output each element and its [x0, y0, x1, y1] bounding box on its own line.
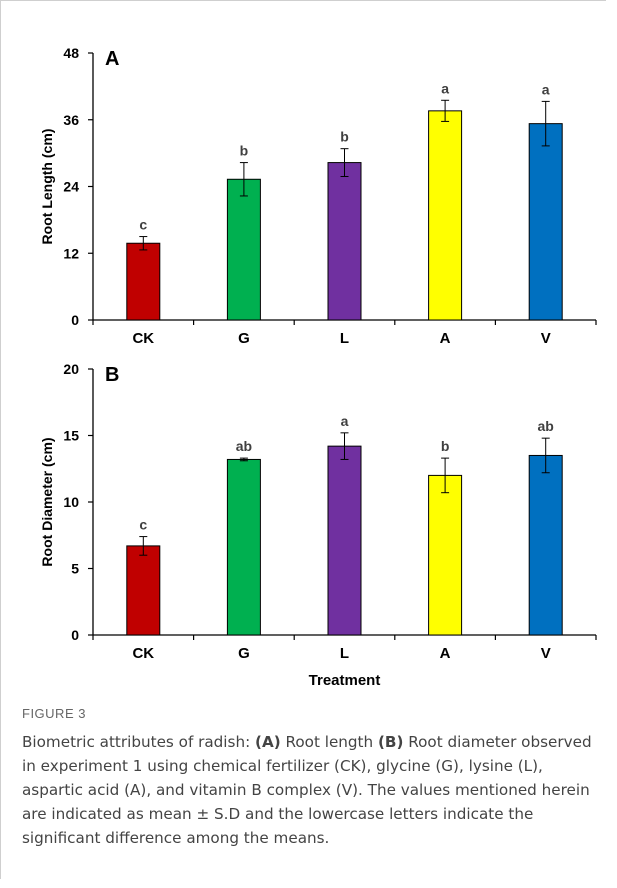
significance-letter: a: [441, 80, 449, 96]
figure-charts: 0 12 24 36 48 c CK b Gb La Aa V Root Length (cm) A 0 5…: [39, 45, 597, 689]
caption-rest: Root diameter observed in experiment 1 u…: [22, 733, 592, 847]
significance-letter: a: [341, 413, 349, 429]
significance-letter: ab: [236, 438, 252, 454]
y-tick-label: 0: [71, 627, 79, 643]
bar: [528, 454, 563, 636]
caption-text: Biometric attributes of radish: (A) Root…: [22, 730, 594, 850]
y-tick-label: 20: [63, 361, 79, 377]
y-tick-label: 48: [63, 45, 79, 61]
y-axis-label: Root Length (cm): [39, 129, 55, 245]
x-tick-label: L: [340, 330, 349, 347]
significance-letter: ab: [538, 418, 554, 434]
bar: [327, 162, 362, 321]
y-tick-label: 12: [63, 245, 79, 261]
caption-lead: Biometric attributes of radish:: [22, 733, 256, 751]
panel-label: A: [105, 48, 119, 70]
panel-label: B: [105, 364, 119, 386]
bar: [126, 242, 161, 321]
figure-caption: FIGURE 3 Biometric attributes of radish:…: [22, 706, 594, 850]
x-tick-label: CK: [132, 330, 154, 347]
figure-frame: [0, 0, 606, 879]
bar: [327, 445, 362, 636]
y-tick-label: 24: [63, 179, 79, 195]
bar: [226, 178, 261, 321]
caption-tag-a: (A): [255, 733, 281, 751]
x-axis-label: Treatment: [309, 672, 381, 689]
y-tick-label: 15: [63, 428, 79, 444]
x-tick-label: V: [541, 330, 551, 347]
significance-letter: a: [542, 81, 550, 97]
x-tick-label: L: [340, 645, 349, 662]
x-tick-label: G: [238, 645, 250, 662]
bar: [428, 474, 463, 636]
bar: [528, 123, 563, 321]
caption-tag-b: (B): [377, 733, 404, 751]
significance-letter: b: [441, 438, 450, 454]
x-tick-label: CK: [132, 645, 154, 662]
x-tick-label: A: [440, 330, 451, 347]
significance-letter: c: [139, 217, 147, 233]
significance-letter: c: [139, 517, 147, 533]
significance-letter: b: [340, 129, 349, 145]
y-tick-label: 0: [71, 312, 79, 328]
bar: [226, 458, 261, 636]
caption-label: FIGURE 3: [22, 706, 86, 721]
caption-a-text: Root length: [280, 733, 378, 751]
x-tick-label: G: [238, 330, 250, 347]
x-tick-label: V: [541, 645, 551, 662]
y-axis-label: Root Diameter (cm): [39, 437, 55, 566]
y-tick-label: 36: [63, 112, 79, 128]
y-tick-label: 5: [71, 561, 79, 577]
bar: [428, 110, 463, 321]
panel-b: 0 5 10 15 20 c CK ab Ga Lb Aab V Root Diameter (cm) B…: [39, 361, 597, 689]
significance-letter: b: [240, 143, 249, 159]
x-tick-label: A: [440, 645, 451, 662]
y-tick-label: 10: [63, 494, 79, 510]
panel-a: 0 12 24 36 48 c CK b Gb La Aa V Root Length (cm) A: [39, 45, 597, 347]
bar: [126, 545, 161, 636]
